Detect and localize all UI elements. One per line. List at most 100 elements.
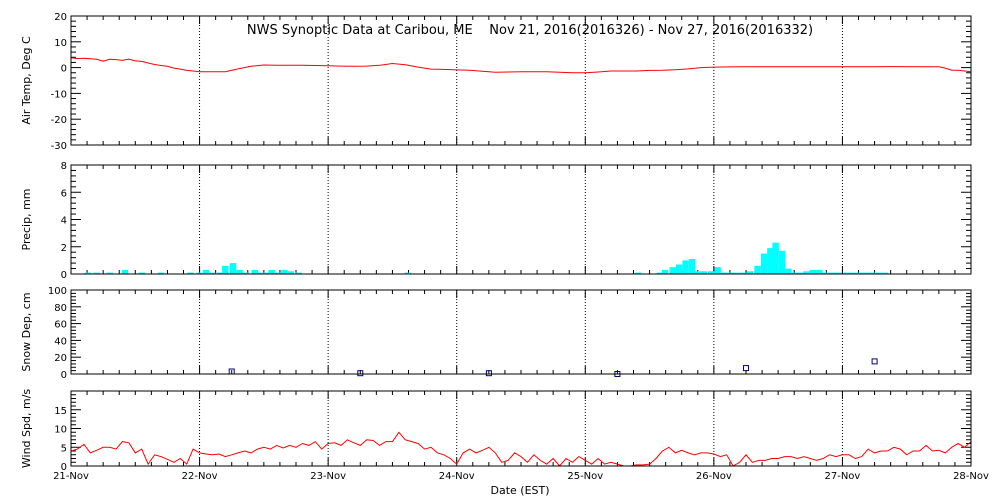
y-tick-label: 0	[61, 462, 67, 473]
precip-bar	[714, 267, 721, 274]
precip-bar	[661, 269, 669, 274]
y-tick-label: 0	[61, 270, 67, 281]
chart-title: NWS Synoptic Data at Caribou, ME Nov 21,…	[247, 23, 813, 38]
precip-bar	[809, 269, 816, 274]
panel-air-temp: -30 -20 -10 0 10 20 Air Temp, Deg C	[20, 12, 972, 152]
x-tick-label: 24-Nov	[439, 471, 475, 482]
precip-bar	[855, 272, 863, 274]
precip-bar	[138, 272, 145, 274]
y-tick-label: 6	[61, 188, 67, 199]
snow-depth-marker	[357, 370, 364, 377]
precip-bar	[822, 272, 829, 274]
y-tick-label: 100	[48, 286, 67, 297]
precip-bar	[682, 260, 689, 274]
precip-bar	[93, 272, 100, 274]
y-tick-label: 2	[61, 243, 67, 254]
precip-bar	[669, 267, 676, 274]
precip-bar	[202, 269, 210, 274]
y-tick-label: 20	[54, 353, 67, 364]
precip-bar	[767, 248, 774, 274]
precip-bar	[268, 269, 275, 274]
y-tick-label: 5	[61, 443, 67, 454]
y-tick-label: 0	[61, 370, 67, 381]
panel-frame	[70, 390, 972, 467]
precip-bar	[862, 272, 869, 274]
precip-bar	[274, 272, 282, 274]
precip-bar	[187, 272, 194, 274]
precip-bar	[121, 269, 129, 274]
precip-bar	[760, 253, 768, 274]
precip-bar	[263, 272, 270, 274]
panel-frame	[70, 15, 972, 146]
y-axis-label: Wind Spd, m/s	[20, 389, 33, 469]
precip-bar	[754, 265, 761, 274]
air-temp-line	[70, 57, 972, 74]
precip-bar	[772, 242, 779, 274]
precip-bar	[796, 272, 804, 274]
y-tick-label: 15	[54, 406, 67, 417]
precip-bar	[727, 272, 734, 274]
x-tick-label: 21-Nov	[53, 471, 89, 482]
precip-bar	[875, 272, 882, 274]
snow-depth-marker	[743, 365, 749, 372]
precip-bar	[84, 272, 91, 274]
precip-bar	[733, 272, 741, 274]
y-axis-label: Precip, mm	[20, 189, 33, 251]
wind-speed-line	[70, 431, 972, 467]
precip-bar	[835, 272, 842, 274]
y-tick-label: -30	[51, 141, 67, 152]
precip-bar	[281, 269, 288, 274]
precip-bar	[828, 272, 836, 274]
x-tick-label: 27-Nov	[824, 471, 860, 482]
y-tick-label: 80	[54, 303, 67, 314]
precip-bar	[720, 272, 728, 274]
precip-bar	[295, 272, 302, 274]
x-tick-label: 22-Nov	[182, 471, 218, 482]
precip-bar	[746, 271, 753, 274]
precip-bar	[791, 272, 798, 274]
precip-bar	[157, 272, 165, 274]
y-tick-label: 4	[61, 216, 67, 227]
x-axis-label: Date (EST)	[490, 484, 549, 497]
precip-bar	[222, 265, 229, 274]
precip-bar	[740, 272, 747, 274]
x-tick-label: 23-Nov	[310, 471, 346, 482]
precip-bar	[849, 272, 856, 274]
precip-bar	[634, 272, 642, 274]
y-tick-label: 60	[54, 320, 67, 331]
y-axis-label: Air Temp, Deg C	[20, 36, 33, 125]
y-tick-label: 20	[54, 12, 67, 23]
panel-snow-depth: 0 20 40 60 80 100 Snow Dep, cm	[20, 286, 972, 381]
panel-precip: 0 2 4 6 8 Precip, mm	[20, 161, 972, 281]
precip-bar	[242, 272, 249, 274]
precip-bar	[816, 269, 823, 274]
precip-bar	[287, 271, 294, 274]
x-tick-label: 28-Nov	[953, 471, 989, 482]
panel-frame	[70, 164, 972, 275]
precip-bar	[656, 272, 663, 274]
x-tick-label: 26-Nov	[696, 471, 732, 482]
snow-depth-marker	[485, 370, 492, 377]
precip-bar	[868, 272, 876, 274]
precip-bar	[803, 271, 810, 274]
y-tick-label: 10	[54, 38, 67, 49]
precip-bar	[256, 272, 264, 274]
precip-bar	[236, 269, 243, 274]
precip-bar	[675, 264, 683, 274]
y-tick-label: -10	[51, 89, 67, 100]
y-tick-label: 40	[54, 336, 67, 347]
precip-bar	[688, 259, 696, 274]
panels: -30 -20 -10 0 10 20 Air Temp, Deg C 0 2 4 6 8 Precip…	[20, 12, 989, 482]
panel-wind-speed: 0 5 10 15 Wind Spd, m/s	[20, 389, 972, 473]
y-axis-label: Snow Dep, cm	[20, 292, 33, 371]
y-tick-label: 0	[61, 64, 67, 75]
snow-depth-marker	[871, 358, 878, 365]
y-tick-label: 8	[61, 161, 67, 172]
y-tick-label: 10	[54, 425, 67, 436]
precip-bar	[700, 271, 707, 274]
precip-bar	[778, 250, 786, 274]
precip-bar	[229, 263, 237, 274]
x-tick-label: 25-Nov	[567, 471, 603, 482]
